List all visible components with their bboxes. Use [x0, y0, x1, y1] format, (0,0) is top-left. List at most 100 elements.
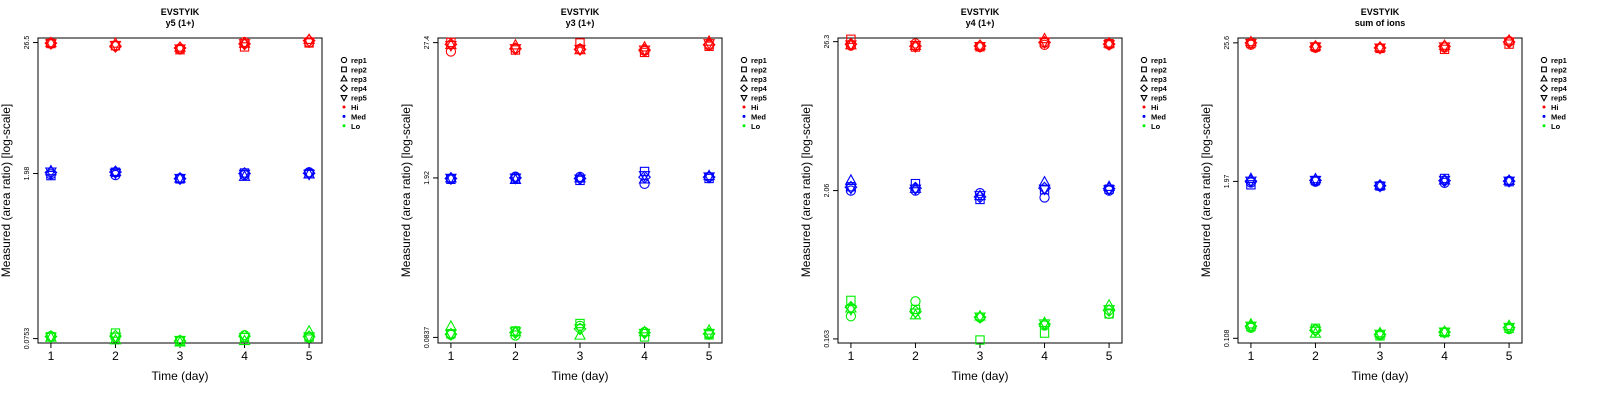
legend-marker-med [342, 114, 346, 118]
data-point-med-rep4 [638, 170, 652, 184]
legend-label: rep5 [1551, 94, 1567, 103]
y-tick-label: 26.5 [24, 36, 31, 50]
data-point-med-rep2 [910, 178, 921, 189]
data-point-med-rep5 [1309, 175, 1322, 187]
data-point-hi-rep2 [575, 38, 585, 48]
legend-marker-rep4 [739, 84, 749, 93]
data-point-med-rep3 [44, 164, 57, 176]
data-point-hi-rep5 [509, 44, 522, 55]
data-point-hi-rep3 [1103, 36, 1116, 48]
x-tick-label: 4 [1441, 349, 1448, 363]
data-point-hi-rep5 [1038, 37, 1051, 49]
data-point-lo-rep3 [574, 328, 586, 340]
legend-label: rep3 [351, 75, 367, 84]
chart-subtitle: y5 (1+) [166, 18, 195, 28]
legend-marker-rep1 [1140, 56, 1148, 64]
legend-marker-rep3 [340, 74, 348, 82]
legend-label: rep3 [1551, 75, 1567, 84]
data-point-lo-rep5 [303, 332, 316, 344]
legend-label: rep2 [351, 65, 367, 74]
data-point-hi-rep3 [844, 38, 857, 50]
data-point-lo-rep3 [509, 325, 522, 337]
data-point-lo-rep5 [974, 312, 986, 324]
data-point-med-rep3 [303, 167, 316, 179]
legend-marker-lo [342, 124, 346, 128]
data-point-hi-rep5 [1309, 42, 1322, 54]
legend-label: rep1 [1551, 56, 1567, 65]
data-point-lo-rep5 [1244, 321, 1257, 333]
x-tick-label: 2 [512, 349, 519, 363]
data-point-lo-rep2 [639, 332, 650, 342]
plot-frame [437, 37, 723, 344]
data-point-lo-rep5 [1503, 322, 1516, 334]
x-axis-title: Time (day) [152, 369, 209, 383]
data-point-hi-rep3 [44, 36, 57, 48]
data-point-med-rep5 [1503, 176, 1516, 188]
data-point-lo-rep5 [1309, 326, 1322, 338]
data-point-med-rep5 [844, 183, 857, 195]
legend-label: Lo [1151, 122, 1161, 131]
data-point-hi-rep2 [639, 47, 650, 58]
data-point-lo-rep2 [575, 318, 585, 329]
data-point-lo-rep3 [974, 309, 986, 321]
legend-label: Hi [351, 103, 359, 112]
y-axis: 0.163 2.06 26.3 [824, 35, 838, 348]
data-point-med-rep5 [444, 173, 457, 185]
legend-label: rep5 [751, 94, 767, 103]
x-axis: 1 2 3 4 5 [1248, 343, 1513, 363]
data-point-lo-rep5 [44, 332, 57, 344]
data-point-lo-rep3 [44, 330, 57, 342]
y-tick-label: 1.92 [424, 171, 431, 185]
data-point-lo-rep3 [1438, 325, 1451, 336]
legend-label: rep4 [351, 84, 368, 93]
legend-marker-rep1 [740, 56, 748, 64]
legend-label: Lo [351, 122, 361, 131]
legend-label: rep4 [1551, 84, 1568, 93]
x-axis: 1 2 3 4 5 [448, 343, 713, 363]
data-point-lo-rep5 [1038, 319, 1051, 331]
data-point-hi-rep5 [44, 39, 57, 51]
plot-frame [37, 37, 323, 344]
data-point-hi-rep5 [974, 42, 986, 53]
x-tick-label: 4 [241, 349, 248, 363]
data-point-lo-rep3 [1103, 298, 1116, 310]
y-axis-title: Measured (area ratio) [log-scale] [799, 104, 813, 277]
data-point-hi-rep5 [574, 44, 586, 56]
legend-marker-med [742, 114, 746, 118]
data-point-hi-rep3 [1244, 35, 1257, 47]
data-point-lo-rep3 [638, 325, 651, 337]
data-point-hi-rep5 [703, 39, 716, 51]
x-tick-label: 1 [1248, 349, 1255, 363]
data-point-lo-rep2 [846, 295, 856, 306]
legend-marker-rep3 [740, 74, 748, 82]
y-tick-label: 25.6 [1224, 36, 1231, 50]
data-point-lo-rep3 [844, 301, 857, 313]
legend-label: Lo [1551, 122, 1561, 131]
data-point-med-rep5 [574, 174, 586, 186]
data-point-lo-rep5 [444, 329, 457, 341]
data-point-med-rep3 [1309, 172, 1322, 184]
x-axis-title: Time (day) [552, 369, 609, 383]
legend-marker-rep5 [740, 94, 748, 102]
legend-marker-rep2 [741, 66, 747, 73]
data-point-hi-rep3 [1309, 39, 1322, 51]
y-tick-label: 27.4 [424, 36, 431, 50]
x-tick-label: 2 [912, 349, 919, 363]
legend-label: rep1 [1151, 56, 1167, 65]
legend-label: Hi [1551, 103, 1559, 112]
data-point-med-rep2 [110, 167, 121, 177]
chart-title: EVSTYIK [161, 7, 200, 17]
x-tick-label: 1 [848, 349, 855, 363]
data-point-hi-rep5 [174, 44, 186, 56]
data-point-med-rep5 [703, 172, 716, 184]
legend-label: rep1 [751, 56, 767, 65]
data-point-lo-rep5 [1374, 329, 1386, 341]
y-tick-label: 2.06 [824, 184, 831, 198]
legend-marker-rep5 [340, 94, 348, 102]
y-tick-label: 0.0753 [24, 328, 31, 350]
legend-marker-lo [742, 124, 746, 128]
data-point-lo-rep5 [109, 332, 122, 344]
